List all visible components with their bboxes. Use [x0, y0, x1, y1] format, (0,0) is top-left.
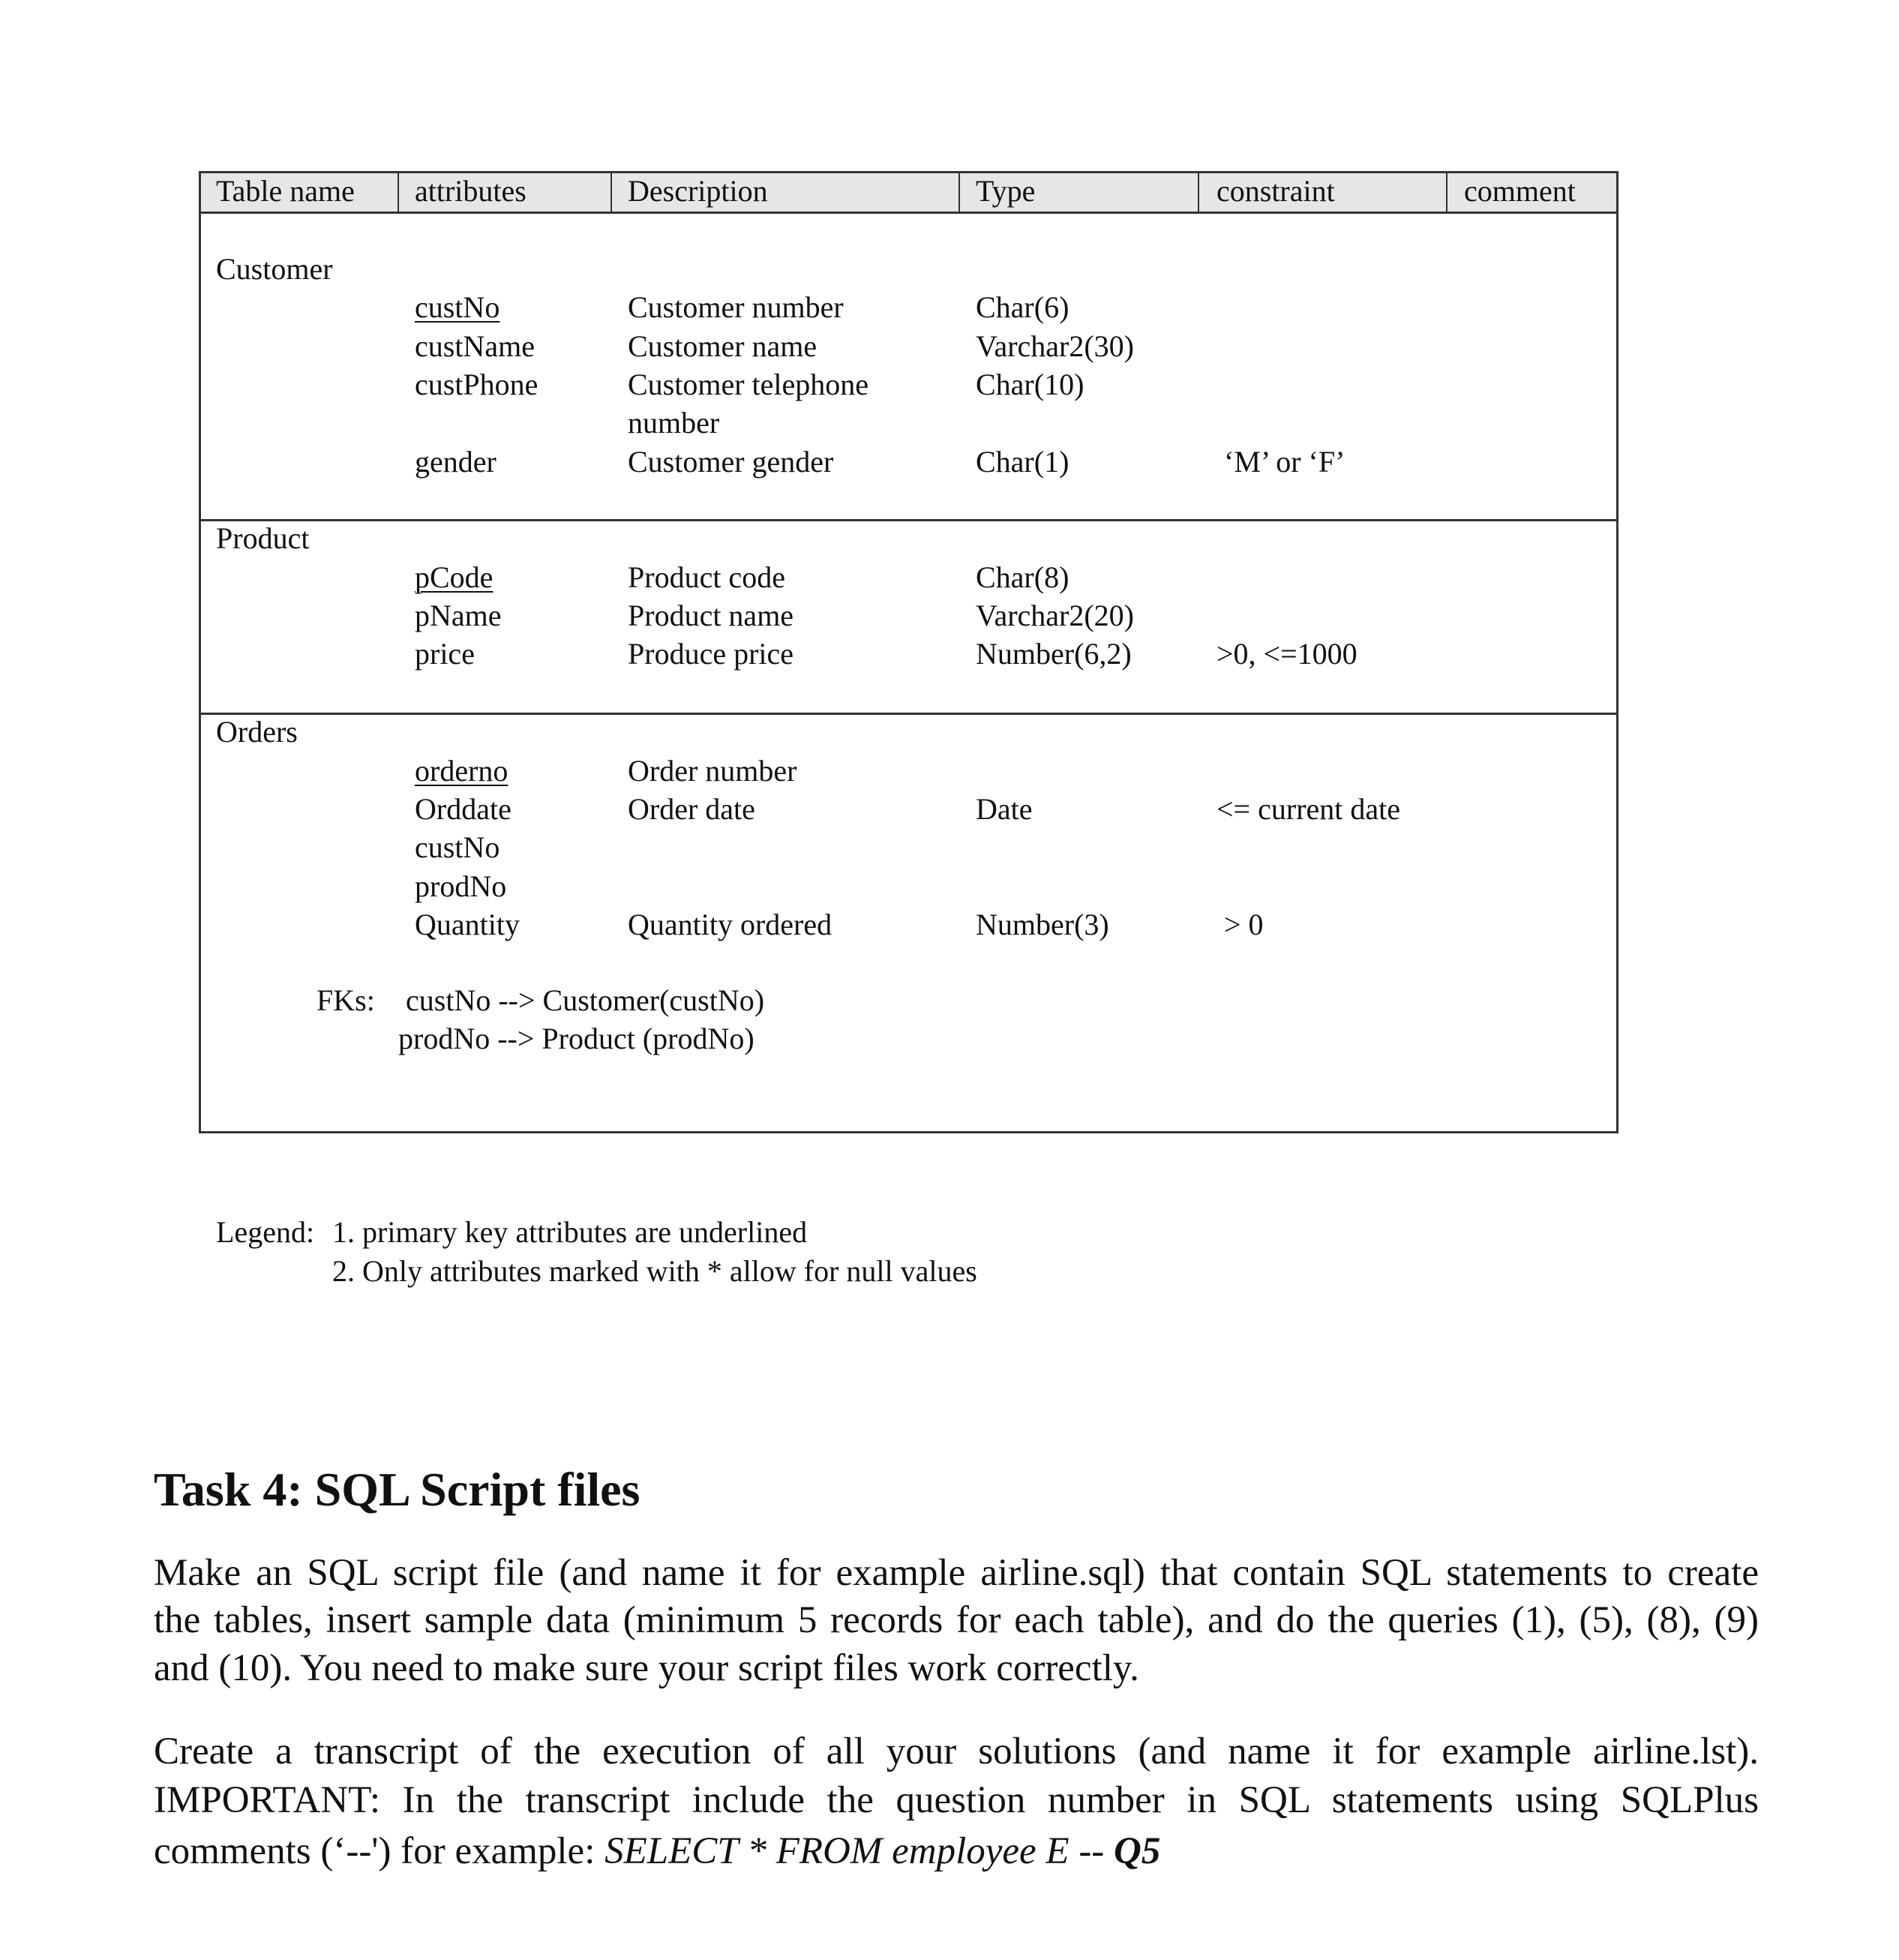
legend-item: 2. Only attributes marked with * allow f…: [332, 1254, 977, 1288]
text: comments (‘--') for example:: [154, 1830, 605, 1872]
table-name-customer: Customer: [216, 252, 333, 286]
attr-orderno: orderno: [415, 754, 508, 788]
table-name-orders: Orders: [216, 715, 298, 749]
type: Varchar2(20): [976, 599, 1134, 632]
type: Char(10): [976, 368, 1084, 401]
attr: prodNo: [415, 869, 507, 903]
legend-label: Legend:: [216, 1215, 315, 1249]
question-label: Q5: [1114, 1830, 1161, 1872]
attr: pName: [415, 599, 502, 632]
header-description: Description: [628, 174, 768, 208]
divider: [398, 173, 399, 212]
header-comment: comment: [1464, 174, 1576, 208]
divider: [958, 173, 960, 212]
paragraph-line: the tables, insert sample data (minimum …: [154, 1599, 1759, 1641]
paragraph-line: Create a transcript of the execution of …: [154, 1730, 1759, 1772]
constraint: > 0: [1224, 908, 1264, 941]
paragraph-line: comments (‘--') for example: SELECT * FR…: [154, 1828, 1759, 1874]
attr: custNo: [415, 830, 500, 864]
divider: [1198, 173, 1199, 212]
attr: price: [415, 637, 475, 671]
type: Number(3): [976, 908, 1109, 941]
attr: Orddate: [415, 792, 512, 826]
desc: Customer name: [628, 329, 818, 363]
legend-item: 1. primary key attributes are underlined: [332, 1215, 808, 1249]
desc: Customer telephone: [628, 368, 869, 401]
fk-label: FKs:: [316, 983, 375, 1017]
code-example: SELECT * FROM employee E --: [604, 1830, 1114, 1872]
desc: Quantity ordered: [628, 908, 832, 941]
desc: Product name: [628, 599, 794, 632]
type: Char(6): [976, 290, 1070, 324]
divider: [201, 519, 1616, 521]
desc-cont: number: [628, 406, 720, 440]
paragraph-line: IMPORTANT: In the transcript include the…: [154, 1779, 1759, 1821]
desc: Order date: [628, 792, 755, 826]
desc: Order number: [628, 754, 797, 788]
schema-table: [199, 171, 1618, 1133]
table-name-product: Product: [216, 521, 310, 555]
attr: gender: [415, 445, 496, 479]
header-attributes: attributes: [415, 174, 526, 208]
attr: custPhone: [415, 368, 538, 401]
attr: custName: [415, 329, 535, 363]
constraint: ‘M’ or ‘F’: [1224, 445, 1346, 479]
task-heading: Task 4: SQL Script files: [154, 1463, 640, 1516]
divider: [610, 173, 612, 212]
divider: [201, 713, 1616, 715]
fk-item: prodNo --> Product (prodNo): [398, 1022, 754, 1055]
fk-item: custNo --> Customer(custNo): [406, 983, 765, 1017]
desc: Customer number: [628, 290, 844, 324]
type: Number(6,2): [976, 637, 1132, 671]
attr-pcode: pCode: [415, 560, 494, 594]
type: Char(1): [976, 445, 1070, 479]
desc: Product code: [628, 560, 785, 594]
header-type: Type: [976, 174, 1036, 208]
desc: Customer gender: [628, 445, 834, 479]
header-constraint: constraint: [1216, 174, 1335, 208]
divider: [1446, 173, 1448, 212]
type: Char(8): [976, 560, 1070, 594]
desc: Produce price: [628, 637, 794, 671]
table-header: [201, 173, 1616, 214]
constraint: >0, <=1000: [1216, 637, 1358, 671]
attr: Quantity: [415, 908, 520, 941]
type: Varchar2(30): [976, 329, 1134, 363]
constraint: <= current date: [1216, 792, 1400, 826]
paragraph-line: and (10). You need to make sure your scr…: [154, 1647, 1139, 1689]
header-table-name: Table name: [216, 174, 355, 208]
type: Date: [976, 792, 1033, 826]
attr-custno: custNo: [415, 290, 500, 324]
paragraph-line: Make an SQL script file (and name it for…: [154, 1552, 1759, 1594]
